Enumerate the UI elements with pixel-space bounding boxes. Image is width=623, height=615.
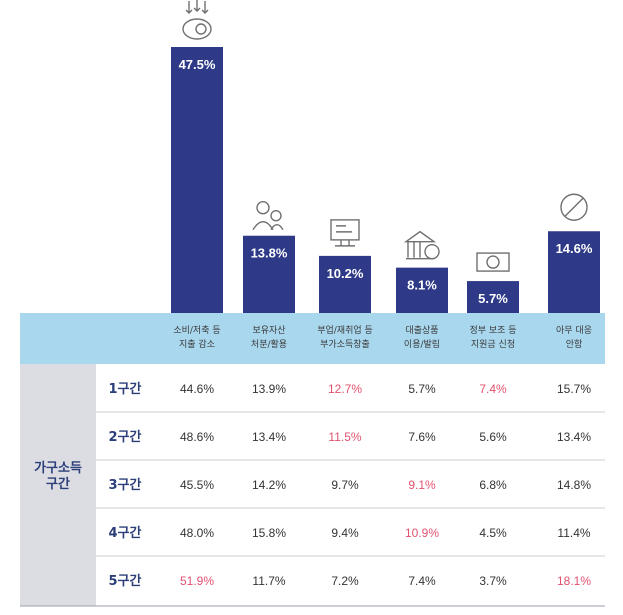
cell-r3-c3: 9.7% — [331, 478, 359, 492]
cell-r4-c1: 48.0% — [180, 526, 214, 540]
cell-r1-c4: 5.7% — [408, 382, 436, 396]
assets-icon — [252, 201, 284, 231]
row-label-1: 1구간 — [109, 381, 142, 397]
cell-r2-c5: 5.6% — [479, 430, 507, 444]
cell-r5-c4: 7.4% — [408, 574, 436, 588]
bar-3 — [319, 255, 371, 313]
cell-r3-c4: 9.1% — [408, 478, 436, 492]
cell-r4-c4: 10.9% — [405, 526, 439, 540]
row-label-4: 4구간 — [109, 525, 142, 541]
icons-layer — [182, 0, 588, 272]
category-label-6-line-1: 아무 대응 — [556, 325, 592, 336]
category-header-band — [20, 313, 605, 364]
bar-6 — [548, 231, 600, 313]
row-label-2: 2구간 — [109, 429, 142, 445]
cell-r5-c1: 51.9% — [180, 574, 214, 588]
cell-r3-c1: 45.5% — [180, 478, 214, 492]
piggy-bank-icon — [182, 0, 212, 40]
cell-r5-c6: 18.1% — [557, 574, 591, 588]
cell-r5-c5: 3.7% — [479, 574, 507, 588]
bar-5 — [467, 281, 519, 313]
cell-r1-c2: 13.9% — [252, 382, 286, 396]
cell-r2-c2: 13.4% — [252, 430, 286, 444]
bar-4 — [396, 267, 448, 313]
bars-layer: 47.5% 13.8% 10.2% 8.1% 5.7% 14.6% — [171, 47, 600, 313]
bar-value-label-5: 5.7% — [478, 291, 508, 306]
category-label-1-line-2: 지출 감소 — [179, 338, 215, 350]
cell-r5-c3: 7.2% — [331, 574, 359, 588]
cell-r2-c6: 13.4% — [557, 430, 591, 444]
bar-value-label-1: 47.5% — [179, 57, 216, 72]
group-label-line-1: 가구소득 — [34, 461, 82, 476]
cell-r3-c2: 14.2% — [252, 478, 286, 492]
cell-r3-c5: 6.8% — [479, 478, 507, 492]
category-label-1-line-1: 소비/저축 등 — [173, 325, 220, 336]
category-label-5-line-2: 지원금 신청 — [471, 339, 515, 350]
bar-2 — [243, 235, 295, 313]
cell-r2-c4: 7.6% — [408, 430, 436, 444]
cell-r4-c6: 11.4% — [557, 526, 590, 540]
bar-value-label-4: 8.1% — [407, 278, 437, 293]
bar-value-label-3: 10.2% — [327, 266, 364, 281]
cell-r1-c6: 15.7% — [557, 382, 591, 396]
category-label-4-line-1: 대출상품 — [405, 325, 438, 336]
category-label-3-line-1: 부업/재취업 등 — [317, 325, 373, 336]
category-label-2-line-1: 보유자산 — [252, 325, 285, 336]
category-label-6-line-2: 안함 — [566, 339, 583, 350]
cell-r4-c2: 15.8% — [252, 526, 286, 540]
bank-loan-icon — [403, 230, 440, 260]
group-label-band — [20, 364, 96, 606]
cell-r1-c5: 7.4% — [479, 382, 507, 396]
group-label-line-2: 구간 — [46, 476, 70, 492]
computer-work-icon — [330, 219, 360, 247]
cell-r2-c3: 11.5% — [328, 430, 361, 444]
bar-1 — [171, 47, 223, 313]
cell-r4-c5: 4.5% — [479, 526, 507, 540]
category-label-5-line-1: 정부 보조 등 — [469, 325, 516, 336]
money-support-icon — [476, 252, 510, 272]
cell-r5-c2: 11.7% — [252, 574, 285, 588]
bar-value-label-6: 14.6% — [556, 241, 593, 256]
cell-r1-c1: 44.6% — [180, 382, 214, 396]
category-label-3-line-2: 부가소득창출 — [320, 339, 370, 350]
cell-r2-c1: 48.6% — [180, 430, 214, 444]
cell-r4-c3: 9.4% — [331, 526, 359, 540]
category-label-4-line-2: 이용/발림 — [404, 338, 440, 350]
row-label-5: 5구간 — [109, 573, 142, 589]
no-action-icon — [560, 193, 588, 221]
cell-r1-c3: 12.7% — [328, 382, 362, 396]
row-label-3: 3구간 — [109, 477, 142, 493]
category-label-2-line-2: 처분/활용 — [251, 338, 287, 350]
bar-value-label-2: 13.8% — [251, 246, 288, 261]
cell-r3-c6: 14.8% — [557, 478, 591, 492]
